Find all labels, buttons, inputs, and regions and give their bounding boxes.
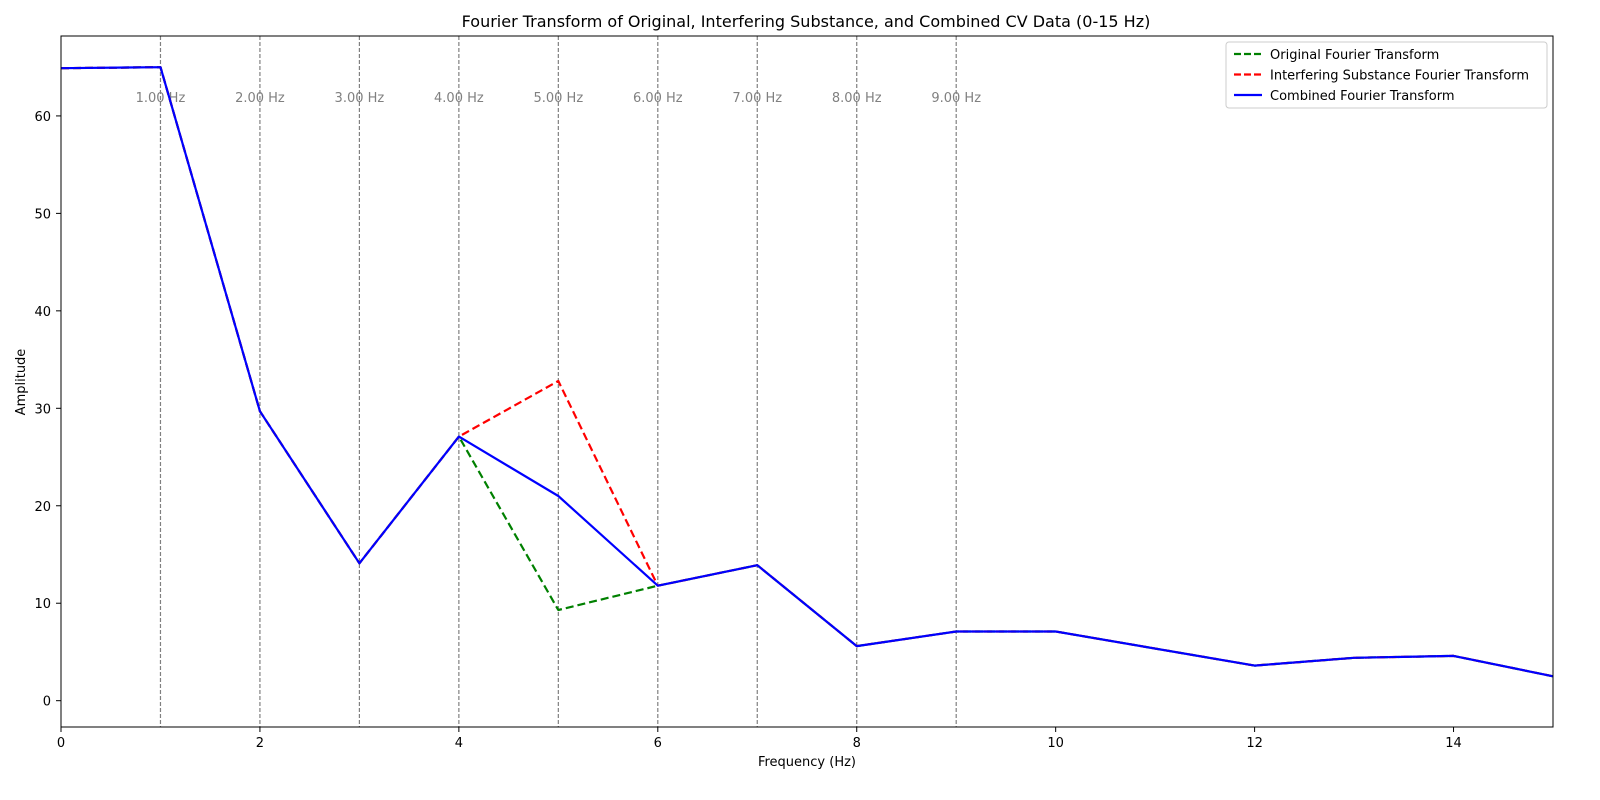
x-axis-label: Frequency (Hz) bbox=[758, 755, 856, 770]
legend: Original Fourier Transform Interfering Su… bbox=[1225, 41, 1548, 109]
reference-line-label: 4.00 Hz bbox=[434, 91, 484, 106]
series-layer bbox=[60, 66, 1554, 678]
x-tick-label: 0 bbox=[57, 736, 65, 751]
series-line bbox=[60, 66, 1554, 678]
x-tick-label: 6 bbox=[654, 736, 662, 751]
series-line bbox=[60, 66, 1554, 678]
y-tick-label: 60 bbox=[34, 110, 51, 125]
series-line bbox=[60, 66, 1554, 678]
reference-line-label: 2.00 Hz bbox=[235, 91, 285, 106]
reference-line-label: 7.00 Hz bbox=[732, 91, 782, 106]
reference-line-label: 3.00 Hz bbox=[335, 91, 385, 106]
x-tick-label: 12 bbox=[1246, 736, 1263, 751]
reference-line-label: 6.00 Hz bbox=[633, 91, 683, 106]
reference-line-label: 1.00 Hz bbox=[136, 91, 186, 106]
legend-label: Interfering Substance Fourier Transform bbox=[1270, 69, 1529, 84]
chart-title: Fourier Transform of Original, Interferi… bbox=[462, 12, 1151, 31]
y-tick-label: 40 bbox=[34, 305, 51, 320]
reference-line-label: 8.00 Hz bbox=[832, 91, 882, 106]
legend-label: Original Fourier Transform bbox=[1270, 48, 1439, 63]
y-tick-label: 30 bbox=[34, 402, 51, 417]
reference-line-label: 9.00 Hz bbox=[931, 91, 981, 106]
x-tick-label: 8 bbox=[853, 736, 861, 751]
x-tick-label: 2 bbox=[256, 736, 264, 751]
x-tick-label: 4 bbox=[455, 736, 463, 751]
x-axis-ticks: 0 2 4 6 8 10 12 14 bbox=[57, 727, 1462, 751]
x-tick-label: 10 bbox=[1047, 736, 1064, 751]
legend-label: Combined Fourier Transform bbox=[1270, 89, 1454, 104]
y-tick-label: 10 bbox=[34, 597, 51, 612]
legend-box bbox=[1225, 41, 1548, 109]
reference-line-label: 5.00 Hz bbox=[533, 91, 583, 106]
plot-frame bbox=[60, 35, 1554, 728]
y-tick-label: 20 bbox=[34, 500, 51, 515]
y-tick-label: 0 bbox=[43, 695, 51, 710]
x-tick-label: 14 bbox=[1445, 736, 1462, 751]
y-axis-ticks: 0 10 20 30 40 50 60 bbox=[34, 110, 61, 710]
y-tick-label: 50 bbox=[34, 207, 51, 222]
y-axis-label: Amplitude bbox=[14, 349, 29, 416]
